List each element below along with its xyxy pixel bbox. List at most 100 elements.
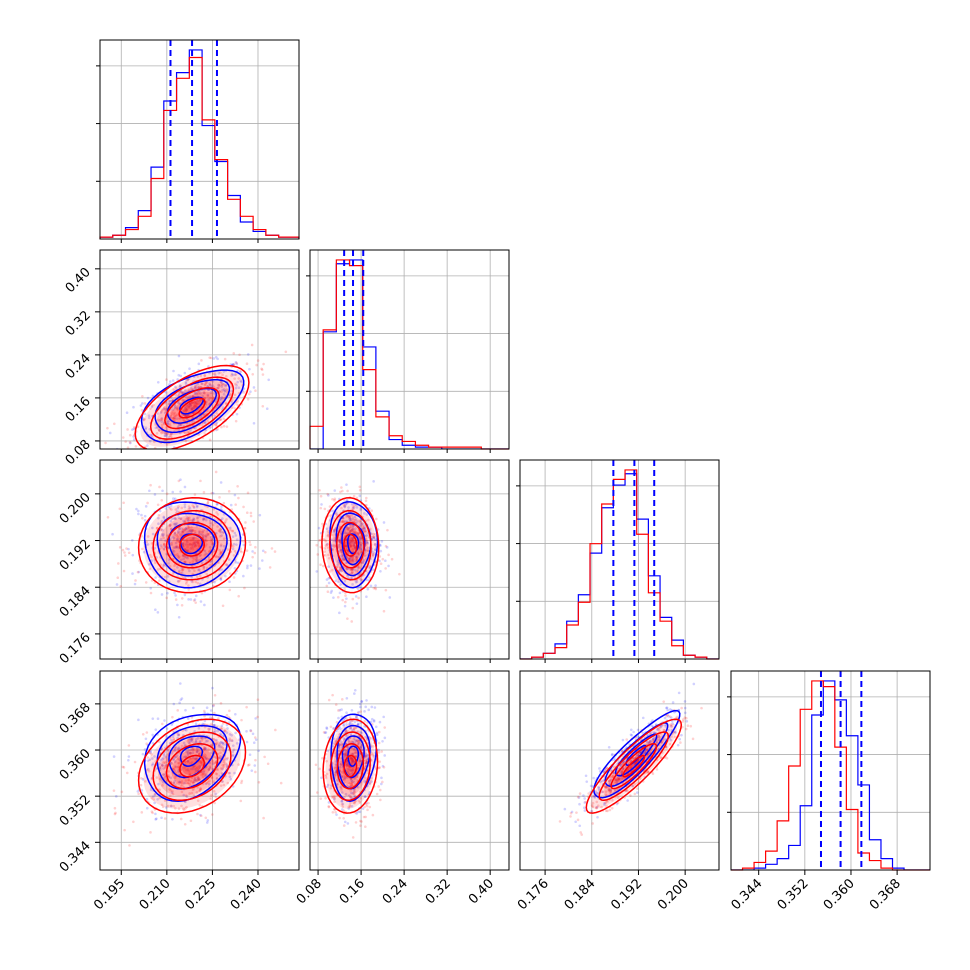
sample-point [194,391,197,395]
sample-point [202,769,206,772]
sample-point [249,564,253,567]
sample-point [356,810,360,814]
sample-point [176,510,179,513]
sample-point [372,536,376,539]
sample-point [233,393,237,397]
sample-point [203,374,206,377]
sample-point [149,751,153,754]
sample-point [368,781,372,785]
sample-point [243,526,247,530]
sample-point [195,756,199,759]
sample-point [104,441,107,445]
sample-point [242,543,246,547]
sample-point [219,418,223,421]
sample-point [604,790,608,793]
sample-point [162,407,166,411]
sample-point [609,778,613,782]
sample-point [178,701,181,705]
sample-point [157,428,161,432]
sample-point [379,544,382,547]
sample-point [188,543,192,546]
sample-point [351,505,355,509]
sample-point [163,775,166,779]
sample-point [325,727,329,730]
sample-point [156,611,160,614]
sample-point [235,742,239,745]
sample-point [324,544,328,547]
sample-point [193,392,197,395]
sample-point [340,550,343,553]
sample-point [348,727,352,730]
sample-point [620,777,623,780]
contour-b [343,533,358,557]
sample-point [177,417,181,420]
sample-point [223,729,226,732]
sample-point [202,770,206,774]
sample-point [159,538,163,541]
sample-point [162,563,165,567]
sample-point [201,382,204,385]
contour-a [140,369,245,444]
sample-point [324,539,328,543]
sample-point [350,572,354,575]
sample-point [197,752,201,756]
sample-point [338,743,342,747]
sample-point [351,769,354,773]
sample-point [363,524,367,528]
sample-point [220,780,224,783]
sample-point [195,543,198,547]
sample-point [176,537,179,541]
sample-point [191,529,195,532]
sample-point [161,528,164,532]
sample-point [190,761,194,764]
sample-point [208,356,211,359]
sample-point [351,559,354,563]
histogram-series-a [100,49,299,239]
sample-point [375,517,378,521]
sample-point [230,389,234,393]
sample-point [187,505,191,508]
sample-point [203,603,206,607]
sample-point [199,398,202,402]
sample-point [338,540,341,543]
sample-point [150,404,154,408]
sample-point [356,766,360,770]
sample-point [181,567,185,571]
sample-point [234,360,238,364]
sample-point [332,530,335,534]
sample-point [182,409,186,413]
sample-point [681,720,685,723]
sample-point [169,804,173,808]
sample-point [368,567,372,570]
sample-point [338,539,342,543]
sample-point [350,559,354,562]
sample-point [342,737,346,740]
sample-point [350,558,354,561]
sample-point [233,407,237,410]
sample-point [347,557,351,561]
sample-point [372,536,376,540]
sample-point [164,539,167,543]
sample-point [162,754,166,757]
sample-point [372,719,376,722]
sample-point [363,526,367,530]
sample-point [171,789,174,793]
sample-point [359,542,363,545]
sample-point [196,765,199,769]
sample-point [181,543,185,546]
sample-point [175,533,178,537]
sample-point [169,540,173,544]
sample-point [165,492,169,496]
sample-point [236,380,239,384]
sample-point [333,750,337,753]
sample-point [319,797,323,800]
sample-point [189,530,192,534]
sample-point [177,393,180,397]
sample-point [204,382,207,386]
sample-point [196,516,199,519]
sample-point [370,717,374,721]
sample-point [638,758,641,761]
sample-point [106,426,109,430]
sample-point [196,786,199,789]
sample-point [177,546,180,550]
